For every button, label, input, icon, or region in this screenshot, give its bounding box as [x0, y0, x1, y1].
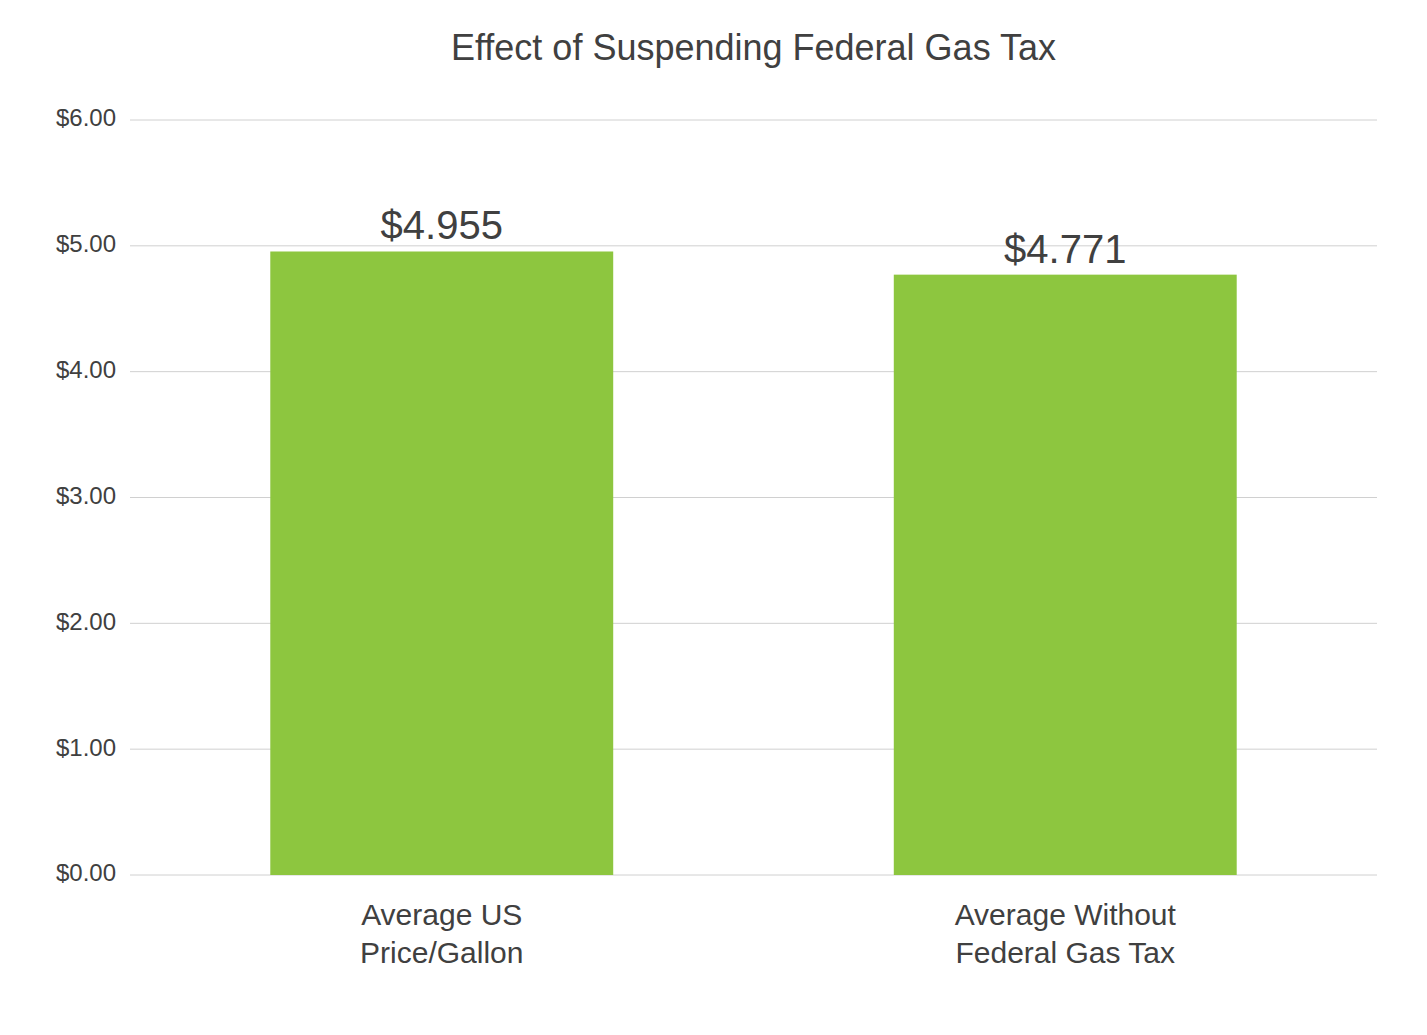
grid [130, 120, 1377, 875]
data-label: $4.771 [1004, 227, 1126, 271]
y-tick-label: $5.00 [56, 230, 116, 257]
data-label: $4.955 [381, 203, 503, 247]
grid-line [130, 120, 1377, 121]
y-tick-label: $3.00 [56, 482, 116, 509]
bar [894, 275, 1237, 875]
y-tick-label: $4.00 [56, 356, 116, 383]
bar [270, 251, 613, 875]
bars [270, 251, 1236, 875]
title: Effect of Suspending Federal Gas Tax [451, 27, 1056, 68]
y-tick-label: $6.00 [56, 104, 116, 131]
y-tick-label: $0.00 [56, 859, 116, 886]
chart: Effect of Suspending Federal Gas Tax $0.0… [0, 0, 1427, 1035]
y-tick-label: $2.00 [56, 608, 116, 635]
y-tick-label: $1.00 [56, 734, 116, 761]
x-tick-label: Average USPrice/Gallon [360, 898, 523, 969]
x-tick-label: Average WithoutFederal Gas Tax [955, 898, 1177, 969]
grid-line [130, 245, 1377, 246]
